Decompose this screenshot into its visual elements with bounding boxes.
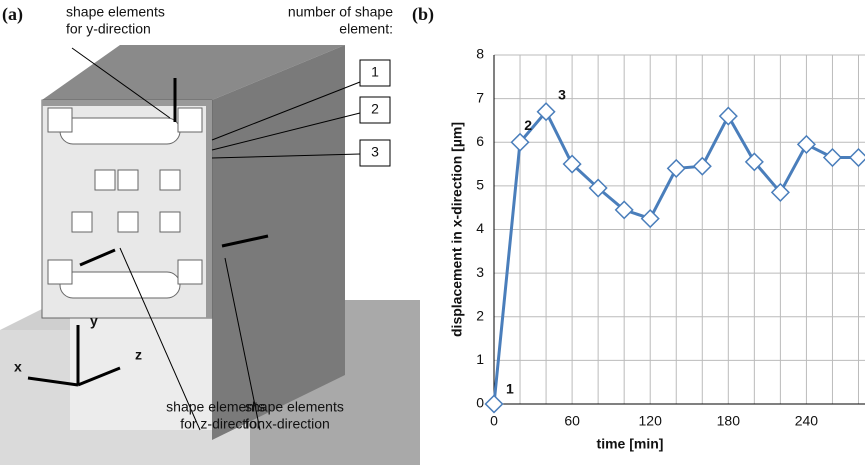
x-tick-label: 60 xyxy=(564,413,580,429)
x-tick-label: 120 xyxy=(639,413,663,429)
y-tick-label: 8 xyxy=(476,46,484,62)
y-tick-label: 7 xyxy=(476,89,484,105)
annotation: number of shape xyxy=(288,4,393,20)
y-tick-label: 2 xyxy=(476,307,484,323)
annotation: shape elements xyxy=(245,399,344,415)
data-point xyxy=(510,132,530,152)
annotation: for x-direction xyxy=(245,416,330,432)
y-tick-label: 3 xyxy=(476,264,484,280)
data-point xyxy=(562,154,582,174)
element-number: 1 xyxy=(371,64,379,80)
x-tick-label: 180 xyxy=(717,413,741,429)
data-point xyxy=(692,156,712,176)
point-annotation: 2 xyxy=(524,117,532,133)
annotation: for y-direction xyxy=(66,21,151,37)
data-point xyxy=(614,200,634,220)
element-number: 2 xyxy=(371,101,379,117)
x-tick-label: 240 xyxy=(795,413,819,429)
point-annotation: 3 xyxy=(558,86,566,102)
data-point xyxy=(718,106,738,126)
x-tick-label: 0 xyxy=(490,413,498,429)
y-tick-label: 6 xyxy=(476,133,484,149)
axis-letter: z xyxy=(135,347,142,363)
annotation: shape elements xyxy=(66,4,165,20)
data-point xyxy=(796,134,816,154)
data-point xyxy=(640,209,660,229)
data-point xyxy=(770,182,790,202)
panel-a-drawing xyxy=(0,45,420,465)
y-tick-label: 4 xyxy=(476,220,484,236)
data-point xyxy=(588,178,608,198)
data-point xyxy=(666,158,686,178)
y-tick-label: 0 xyxy=(476,395,484,411)
axis-letter: x xyxy=(14,359,22,375)
data-point xyxy=(822,147,843,168)
element-number: 3 xyxy=(371,144,379,160)
data-point xyxy=(484,394,504,414)
annotation: for z-direction xyxy=(180,416,265,432)
annotation: element: xyxy=(339,21,393,37)
x-axis-title: time [min] xyxy=(597,436,664,452)
y-tick-label: 1 xyxy=(476,351,484,367)
y-tick-label: 5 xyxy=(476,177,484,193)
axis-letter: y xyxy=(90,313,98,329)
data-point xyxy=(536,102,556,122)
data-point xyxy=(744,152,764,172)
point-annotation: 1 xyxy=(506,381,514,397)
panel-label: (a) xyxy=(2,4,23,25)
data-point xyxy=(848,147,865,168)
y-axis-title: displacement in x-direction [µm] xyxy=(449,122,465,337)
panel-label: (b) xyxy=(412,4,434,25)
annotation: shape elements xyxy=(166,399,265,415)
